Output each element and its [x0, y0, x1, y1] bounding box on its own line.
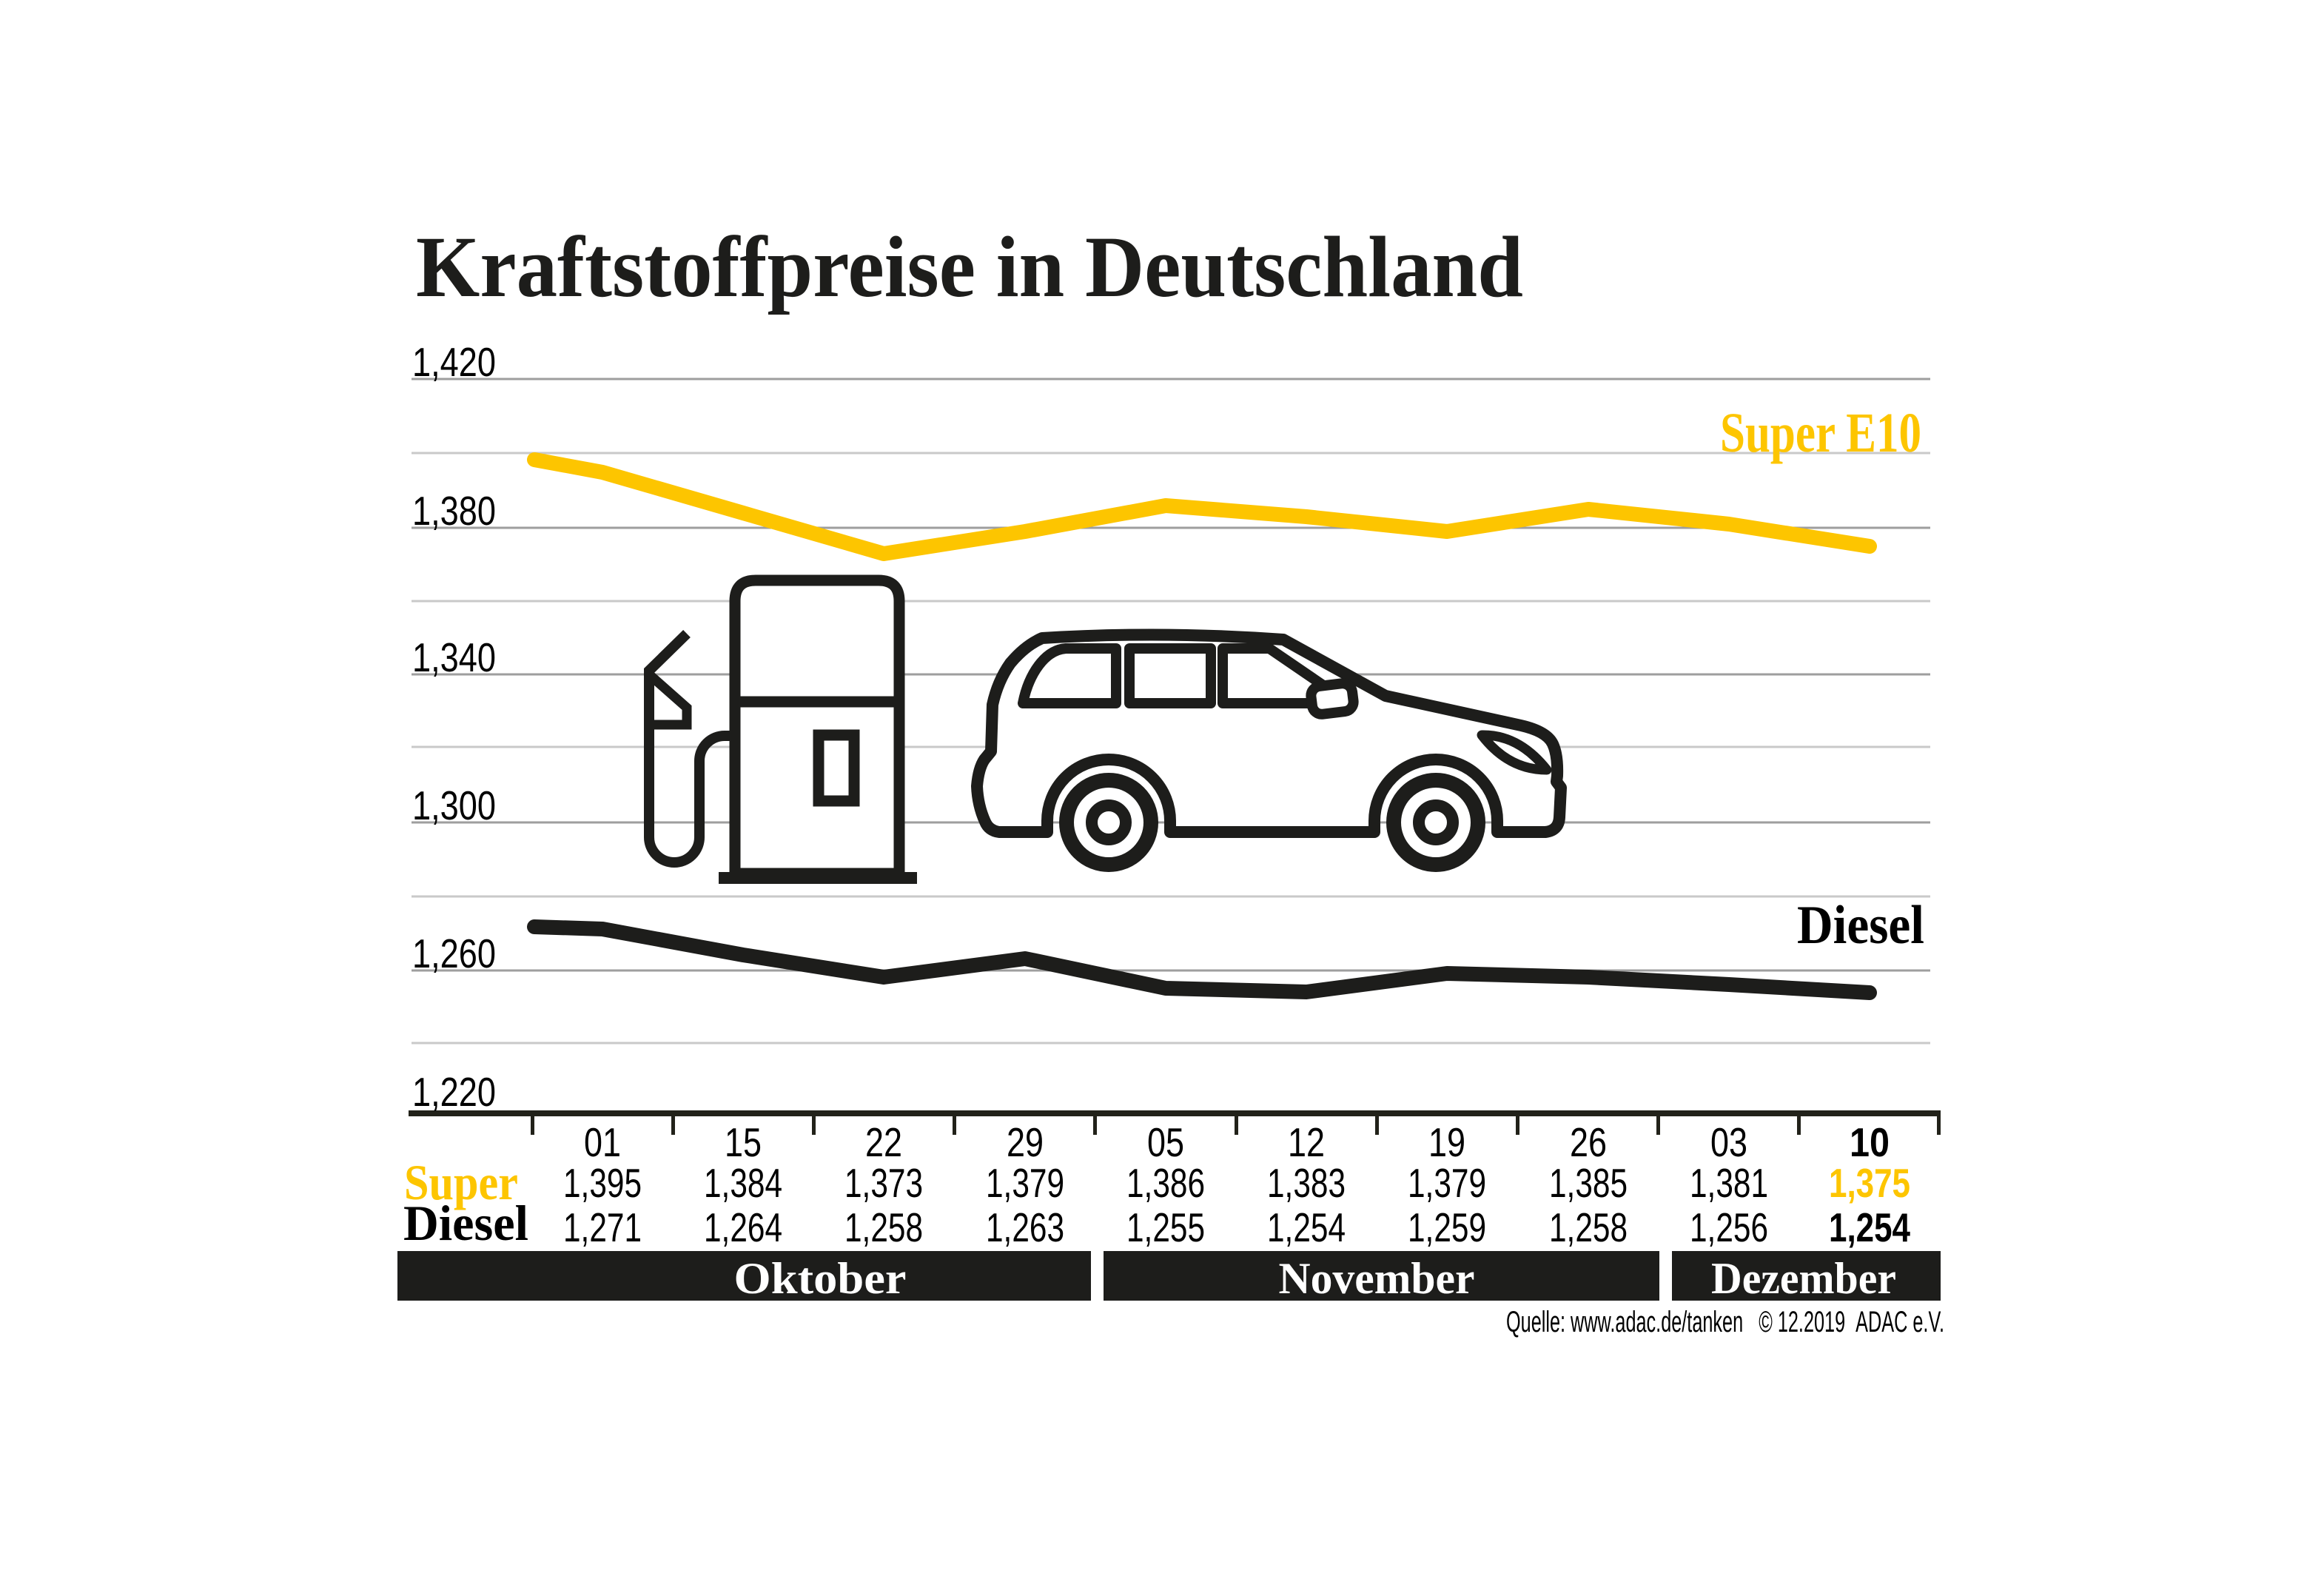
svg-text:Dezember: Dezember: [1711, 1254, 1896, 1303]
svg-text:1,384: 1,384: [704, 1160, 782, 1206]
svg-text:03: 03: [1710, 1119, 1747, 1165]
svg-text:1,340: 1,340: [412, 634, 496, 680]
svg-text:29: 29: [1007, 1119, 1044, 1165]
svg-text:1,255: 1,255: [1126, 1204, 1205, 1250]
svg-text:1,375: 1,375: [1829, 1160, 1910, 1206]
svg-text:1,379: 1,379: [986, 1160, 1064, 1206]
svg-text:1,379: 1,379: [1408, 1160, 1486, 1206]
svg-text:15: 15: [725, 1119, 762, 1165]
svg-text:1,381: 1,381: [1690, 1160, 1768, 1206]
svg-text:Super: Super: [404, 1154, 518, 1210]
svg-text:1,385: 1,385: [1549, 1160, 1628, 1206]
svg-text:Quelle: www.adac.de/tanken ©: Quelle: www.adac.de/tanken © 12.2019 ADA…: [1506, 1306, 1944, 1338]
svg-text:Diesel: Diesel: [1797, 895, 1924, 956]
svg-text:Diesel: Diesel: [403, 1195, 528, 1251]
svg-text:1,373: 1,373: [844, 1160, 923, 1206]
svg-text:Oktober: Oktober: [734, 1254, 907, 1303]
svg-text:1,271: 1,271: [563, 1204, 642, 1250]
svg-text:26: 26: [1570, 1119, 1607, 1165]
svg-text:Kraftstoffpreise in Deutschlan: Kraftstoffpreise in Deutschland: [416, 218, 1523, 315]
svg-text:1,254: 1,254: [1267, 1204, 1346, 1250]
svg-text:1,263: 1,263: [986, 1204, 1064, 1250]
svg-text:1,380: 1,380: [412, 488, 496, 534]
svg-text:01: 01: [584, 1119, 621, 1165]
svg-text:1,220: 1,220: [412, 1069, 496, 1115]
svg-text:Super E10: Super E10: [1720, 402, 1921, 464]
svg-text:22: 22: [865, 1119, 902, 1165]
svg-text:05: 05: [1147, 1119, 1184, 1165]
svg-text:19: 19: [1428, 1119, 1465, 1165]
svg-text:November: November: [1279, 1254, 1475, 1303]
svg-text:1,260: 1,260: [412, 931, 496, 976]
svg-text:1,386: 1,386: [1126, 1160, 1205, 1206]
svg-text:12: 12: [1288, 1119, 1325, 1165]
svg-text:1,256: 1,256: [1690, 1204, 1768, 1250]
svg-text:1,264: 1,264: [704, 1204, 782, 1250]
svg-text:1,383: 1,383: [1267, 1160, 1346, 1206]
svg-text:1,258: 1,258: [1549, 1204, 1628, 1250]
svg-text:1,395: 1,395: [563, 1160, 642, 1206]
svg-text:1,300: 1,300: [412, 782, 496, 828]
svg-text:1,259: 1,259: [1408, 1204, 1486, 1250]
svg-text:1,254: 1,254: [1829, 1204, 1910, 1250]
svg-text:10: 10: [1850, 1119, 1890, 1165]
svg-text:1,258: 1,258: [844, 1204, 923, 1250]
svg-text:1,420: 1,420: [412, 339, 496, 385]
